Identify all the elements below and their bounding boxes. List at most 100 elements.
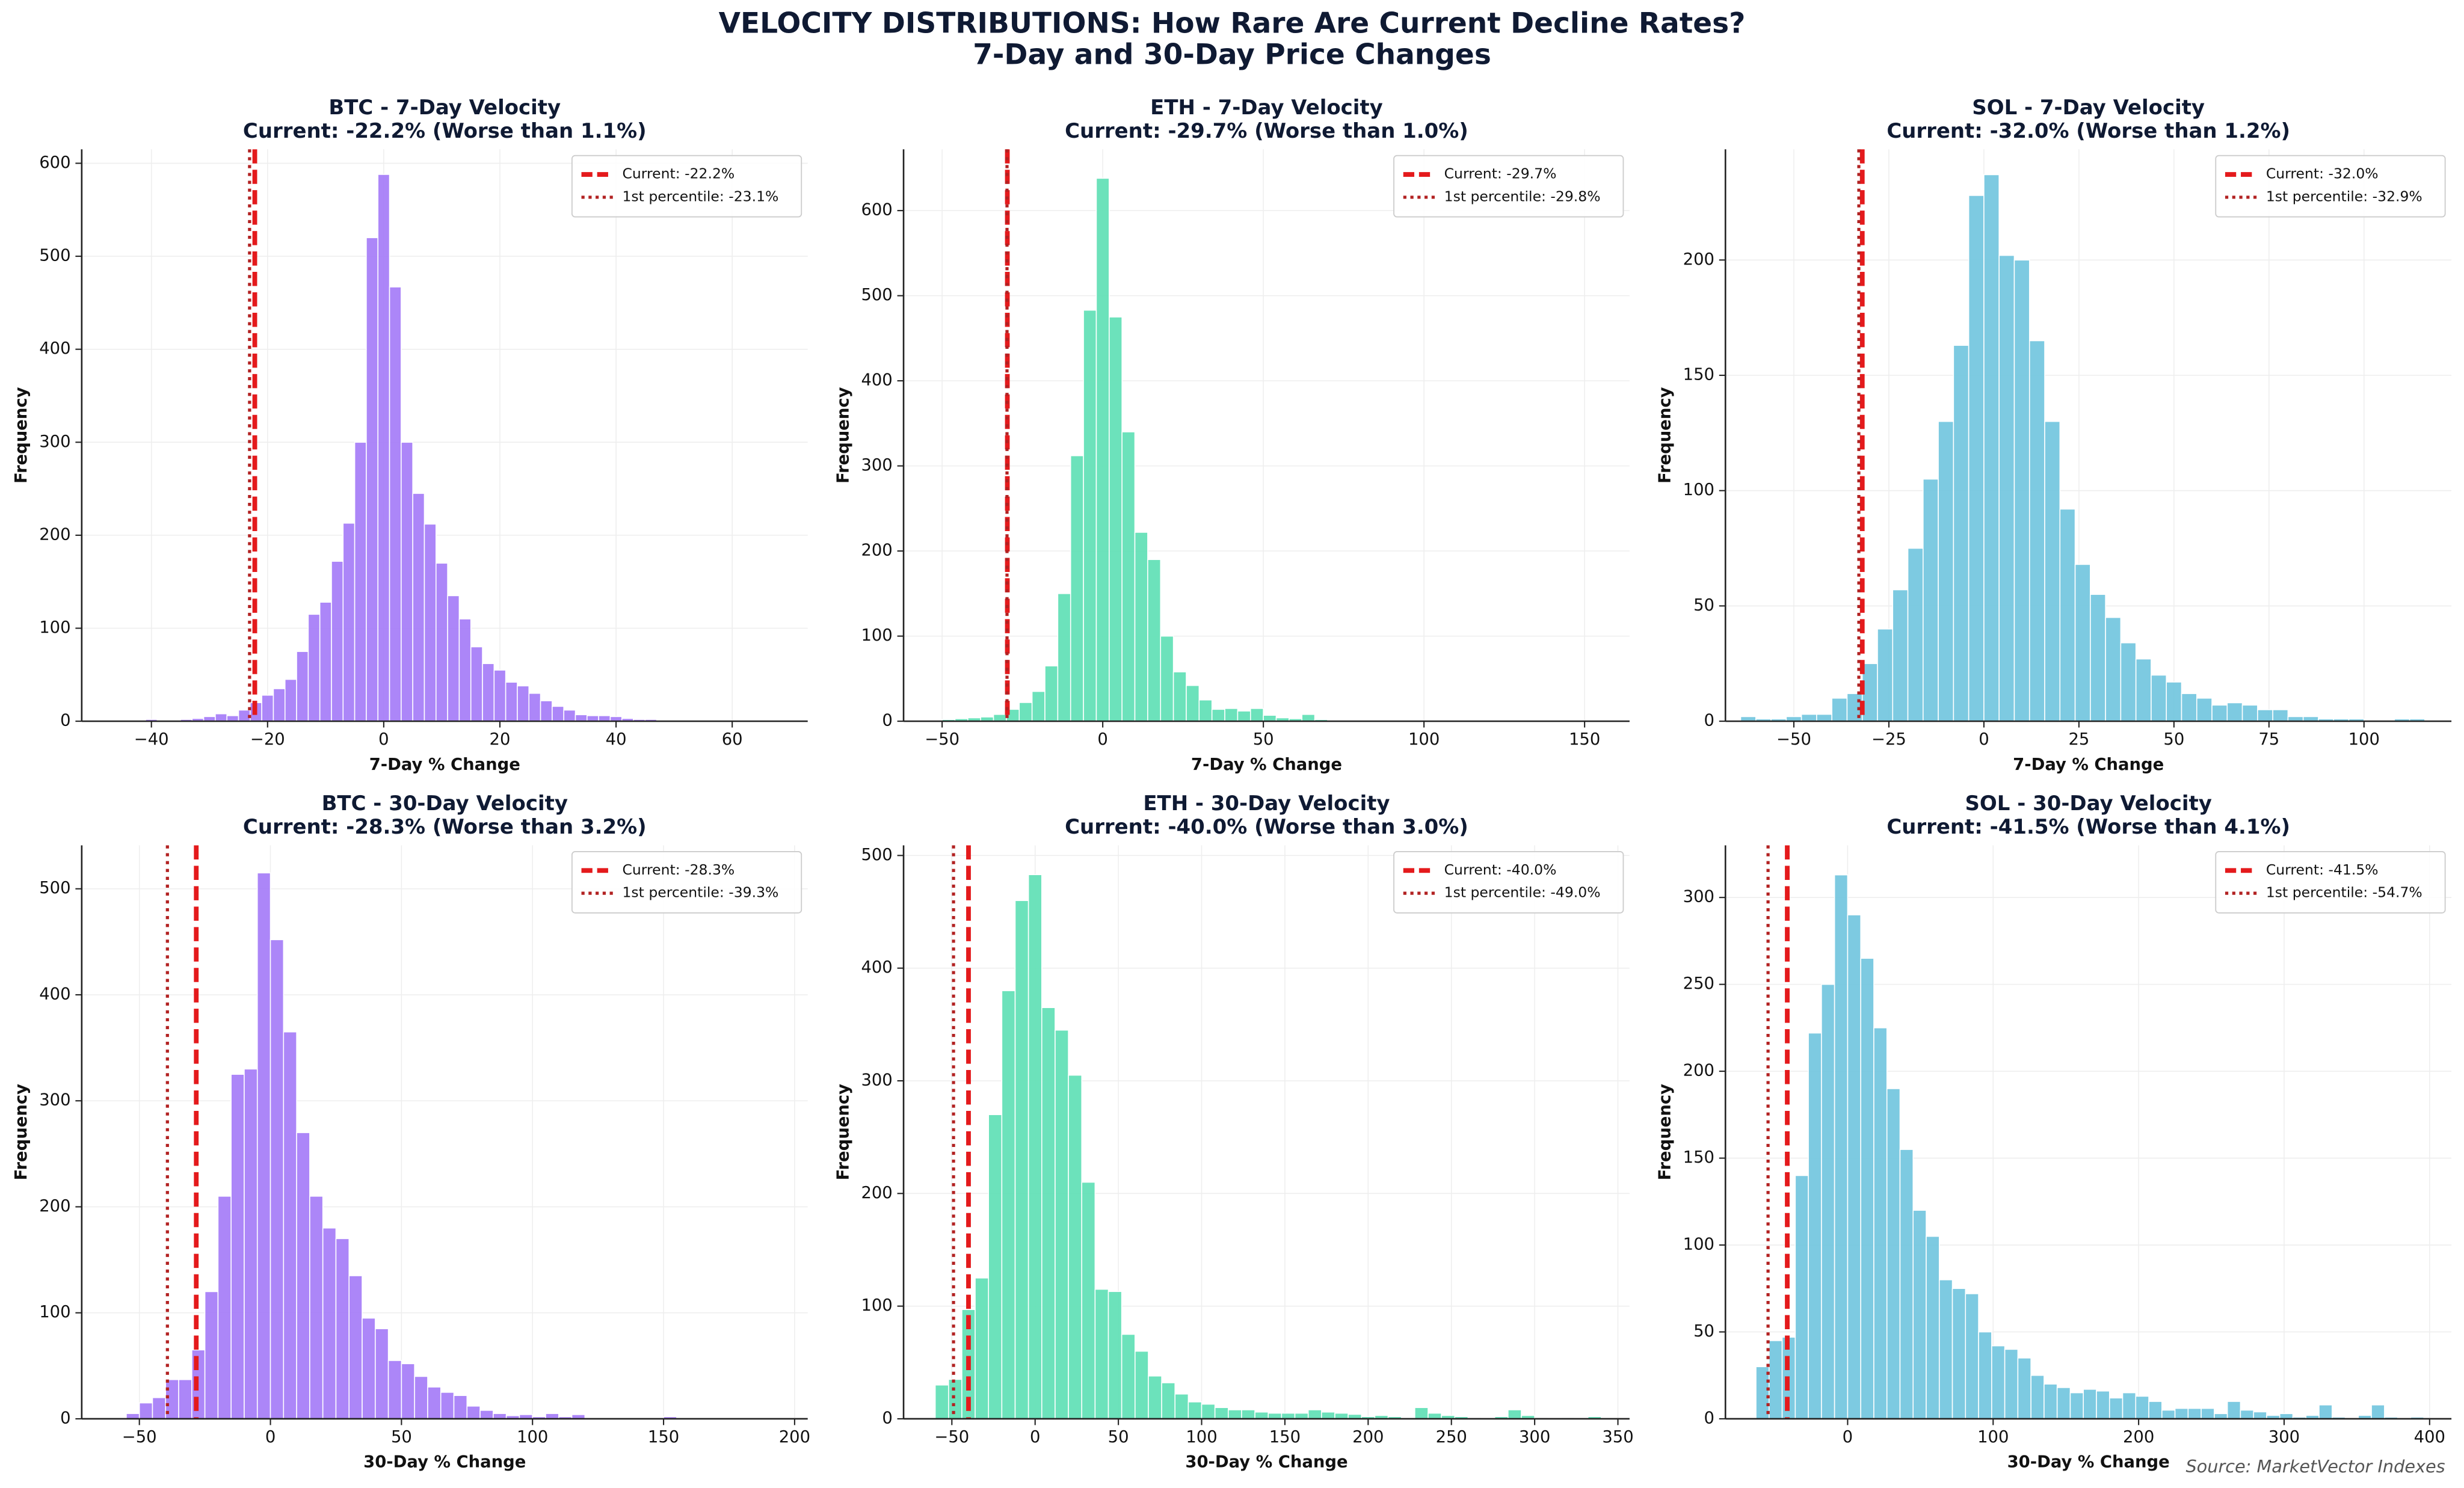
histogram-bar [1831, 697, 1848, 722]
histogram-bar [2161, 1409, 2176, 1419]
histogram-bar [366, 237, 379, 722]
y-tick-label: 500 [39, 247, 70, 265]
histogram-bar [2187, 1407, 2202, 1419]
histogram-bar [545, 1413, 559, 1419]
y-tick-label: 250 [1683, 974, 1714, 993]
histogram-bar [466, 1406, 481, 1419]
y-axis-label: Frequency [1656, 1084, 1674, 1181]
histogram-bar [1926, 1235, 1940, 1419]
histogram-bar [335, 1238, 350, 1419]
histogram-bar [1267, 1412, 1283, 1419]
histogram-bar [401, 1363, 415, 1419]
subplot-subtitle: Current: -29.7% (Worse than 1.0%) [1065, 119, 1468, 143]
legend-box [571, 155, 802, 218]
histogram-bar [552, 706, 564, 722]
histogram-bar [988, 1114, 1003, 1419]
histogram-bar [1187, 1401, 1203, 1419]
histogram-bar [389, 286, 402, 722]
y-tick-label: 200 [861, 1184, 892, 1202]
histogram-bar [2074, 564, 2091, 722]
histogram-bar [1214, 1407, 1229, 1419]
y-tick-label: 600 [39, 153, 70, 172]
histogram-bar [2318, 1404, 2333, 1419]
subplot-title: ETH - 7-Day Velocity [1150, 96, 1383, 120]
x-tick-label: 0 [265, 1428, 276, 1446]
source-note: Source: MarketVector Indexes [2185, 1456, 2445, 1477]
histogram-bar [1912, 1210, 1927, 1419]
histogram-bar [2226, 702, 2243, 722]
histogram-bar [993, 714, 1007, 722]
histogram-bar [1886, 1088, 1901, 1419]
x-tick-label: −50 [122, 1428, 157, 1446]
histogram-bar [2174, 1407, 2189, 1419]
x-tick-label: 100 [1977, 1428, 2009, 1446]
y-axis-label: Frequency [834, 1084, 852, 1181]
subplot-title: BTC - 7-Day Velocity [328, 96, 561, 120]
histogram-bar [1847, 914, 1861, 1419]
x-axis-label: 30-Day % Change [363, 1453, 526, 1472]
y-tick-label: 200 [1683, 250, 1714, 269]
y-tick-label: 100 [1683, 1235, 1714, 1254]
y-tick-label: 200 [39, 525, 70, 544]
y-tick-label: 0 [882, 712, 892, 730]
y-tick-label: 300 [39, 432, 70, 451]
legend-label: 1st percentile: -29.8% [1444, 188, 1601, 204]
x-tick-label: −50 [1776, 730, 1811, 749]
subplot-subtitle: Current: -22.2% (Worse than 1.1%) [243, 119, 647, 143]
subplot-title: ETH - 30-Day Velocity [1143, 792, 1390, 816]
histogram-bar [2253, 1411, 2267, 1419]
histogram-bar [598, 715, 611, 722]
y-axis-label: Frequency [834, 387, 852, 484]
x-tick-label: 40 [606, 730, 627, 749]
histogram-bar [2201, 1407, 2215, 1419]
histogram-bar [1899, 1149, 1914, 1419]
histogram-bar [138, 1402, 153, 1419]
histogram-bar [1800, 713, 1817, 722]
histogram-bar [2151, 674, 2167, 722]
histogram-bar [348, 1275, 363, 1419]
histogram-bar [283, 1031, 297, 1419]
x-tick-label: 100 [1186, 1428, 1217, 1446]
legend-label: Current: -32.0% [2266, 165, 2379, 182]
x-tick-label: 100 [2348, 730, 2380, 749]
histogram-bar [1294, 1412, 1309, 1419]
subplot-subtitle: Current: -32.0% (Worse than 1.2%) [1886, 119, 2290, 143]
histogram-bar [1414, 1407, 1429, 1419]
histogram-bar [1861, 663, 1878, 722]
y-tick-label: 400 [861, 371, 892, 390]
histogram-bar [493, 1413, 507, 1419]
y-tick-label: 200 [39, 1197, 70, 1216]
y-tick-label: 0 [1704, 1409, 1714, 1427]
histogram-bar [1769, 1340, 1783, 1419]
x-tick-label: 150 [1569, 730, 1600, 749]
y-tick-label: 300 [861, 456, 892, 475]
x-tick-label: 75 [2258, 730, 2279, 749]
histogram-bar [2272, 709, 2289, 722]
y-tick-label: 0 [60, 712, 70, 730]
x-tick-label: 150 [648, 1428, 679, 1446]
y-tick-label: 50 [1693, 1322, 1714, 1341]
legend-label: 1st percentile: -32.9% [2266, 188, 2422, 204]
histogram-bar [296, 1132, 310, 1419]
histogram-bar [1334, 1412, 1349, 1419]
histogram-bar [2090, 594, 2106, 722]
histogram-bar [1018, 702, 1033, 722]
y-tick-label: 100 [861, 626, 892, 645]
x-tick-label: −20 [250, 730, 285, 749]
x-tick-label: 25 [2068, 730, 2089, 749]
y-tick-label: 100 [861, 1296, 892, 1315]
histogram-bar [2044, 420, 2061, 722]
histogram-bar [458, 618, 472, 722]
y-tick-label: 100 [1683, 481, 1714, 499]
y-tick-label: 400 [39, 985, 70, 1003]
x-tick-label: 50 [2163, 730, 2184, 749]
histogram-bar [152, 1397, 167, 1419]
x-tick-label: 0 [1097, 730, 1107, 749]
histogram-bar [1224, 708, 1239, 722]
y-tick-label: 400 [861, 958, 892, 977]
histogram-bar [2257, 709, 2273, 722]
histogram-bar [1055, 1029, 1069, 1419]
